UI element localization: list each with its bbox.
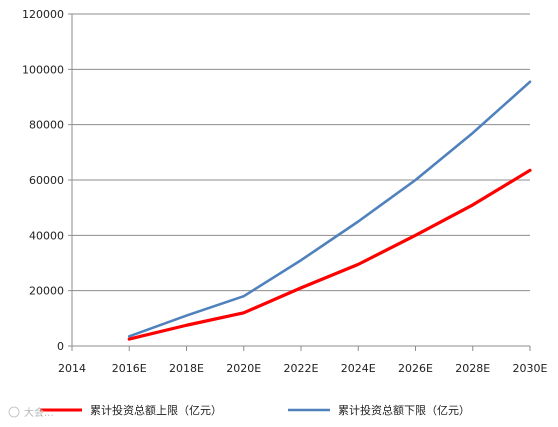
watermark: 大会... bbox=[8, 406, 54, 419]
series-lines bbox=[127, 80, 532, 341]
watermark-text: 大会... bbox=[24, 406, 54, 419]
x-tick-label: 2024E bbox=[341, 362, 376, 375]
legend-label-lower: 累计投资总额下限（亿元） bbox=[338, 403, 470, 417]
x-tick-label: 2028E bbox=[455, 362, 490, 375]
x-tick-label: 2030E bbox=[513, 362, 548, 375]
x-tick-labels: 2014 2016E 2018E 2020E 2022E 2024E 2026E 2028E 2… bbox=[58, 346, 548, 375]
x-tick-label: 2026E bbox=[398, 362, 433, 375]
y-tick-labels: 0 20000 40000 60000 80000 100000 120000 bbox=[22, 8, 72, 353]
x-tick-label: 2022E bbox=[284, 362, 319, 375]
x-tick-label: 2014 bbox=[58, 362, 86, 375]
x-tick-label: 2020E bbox=[226, 362, 261, 375]
series-line-upper bbox=[127, 168, 532, 341]
series-line-lower bbox=[127, 80, 532, 338]
y-tick-label: 120000 bbox=[22, 8, 64, 21]
grid-lines bbox=[72, 13, 530, 292]
legend: 累计投资总额上限（亿元） 累计投资总额下限（亿元） bbox=[40, 403, 470, 417]
y-tick-label: 40000 bbox=[29, 229, 64, 242]
x-tick-label: 2018E bbox=[169, 362, 204, 375]
y-tick-label: 80000 bbox=[29, 119, 64, 132]
y-tick-label: 20000 bbox=[29, 285, 64, 298]
x-tick-label: 2016E bbox=[112, 362, 147, 375]
watermark-logo-icon bbox=[8, 406, 20, 418]
y-tick-label: 100000 bbox=[22, 63, 64, 76]
y-tick-label: 0 bbox=[57, 340, 64, 353]
legend-label-upper: 累计投资总额上限（亿元） bbox=[90, 403, 222, 417]
y-tick-label: 60000 bbox=[29, 174, 64, 187]
